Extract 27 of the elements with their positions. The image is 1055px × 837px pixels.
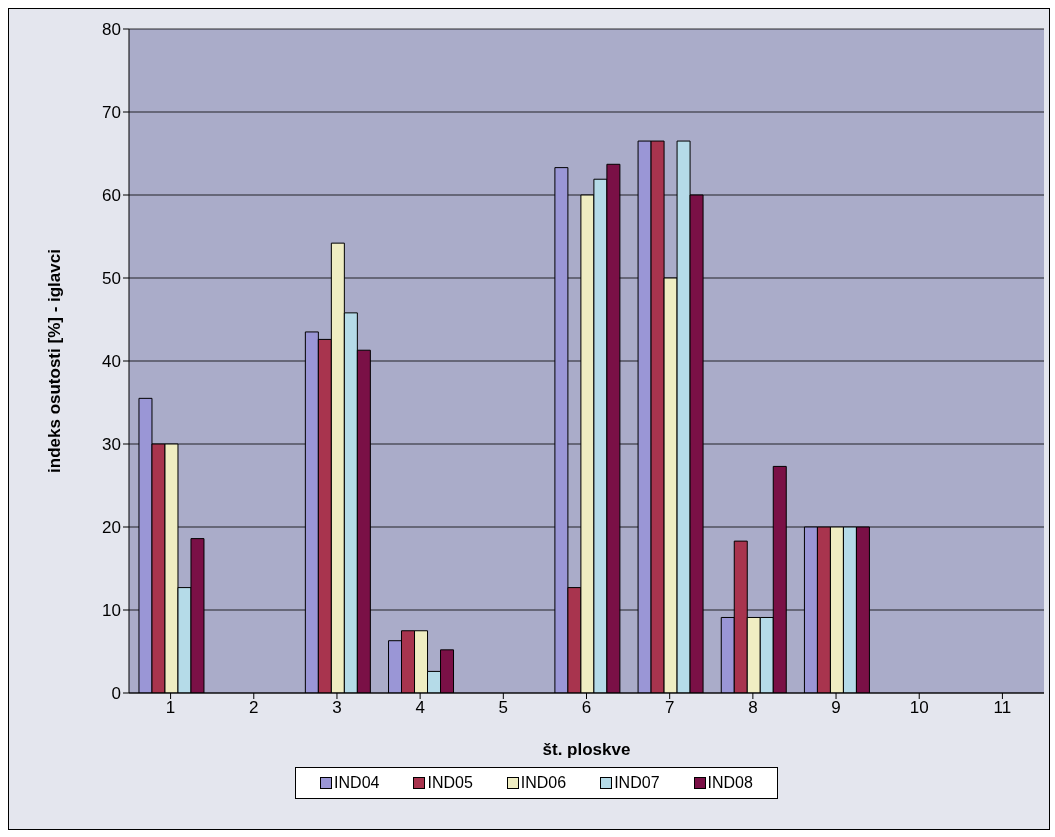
legend-label: IND04 — [333, 774, 380, 792]
legend-label: IND08 — [706, 774, 753, 792]
x-tick-label: 10 — [909, 698, 929, 718]
x-tick-label: 7 — [664, 698, 675, 718]
y-tick-label: 30 — [102, 435, 121, 455]
x-tick-label: 3 — [332, 698, 342, 718]
x-tick-label: 9 — [831, 698, 841, 718]
y-tick-label: 10 — [102, 601, 121, 621]
y-tick-label: 60 — [102, 186, 121, 206]
y-tick-label: 0 — [111, 684, 121, 704]
y-axis-title: indeks osutosti [%] - iglavci — [45, 249, 65, 473]
x-tick-label: 2 — [249, 698, 259, 718]
y-tick-label: 80 — [102, 20, 121, 40]
x-tick-label: 6 — [581, 698, 592, 718]
x-tick-label: 11 — [993, 698, 1012, 718]
x-tick-label: 5 — [498, 698, 509, 718]
y-tick-label: 50 — [102, 269, 121, 289]
legend-label: IND07 — [613, 774, 660, 792]
y-tick-label: 20 — [102, 518, 121, 538]
x-tick-label: 4 — [415, 698, 425, 718]
x-tick-label: 8 — [748, 698, 758, 718]
y-tick-label: 40 — [102, 352, 121, 372]
legend-label: IND06 — [519, 774, 567, 792]
x-tick-label: 1 — [165, 698, 176, 718]
legend-label: IND05 — [426, 774, 473, 792]
y-tick-label: 70 — [102, 103, 121, 123]
x-axis-title: št. ploskve — [542, 740, 631, 759]
